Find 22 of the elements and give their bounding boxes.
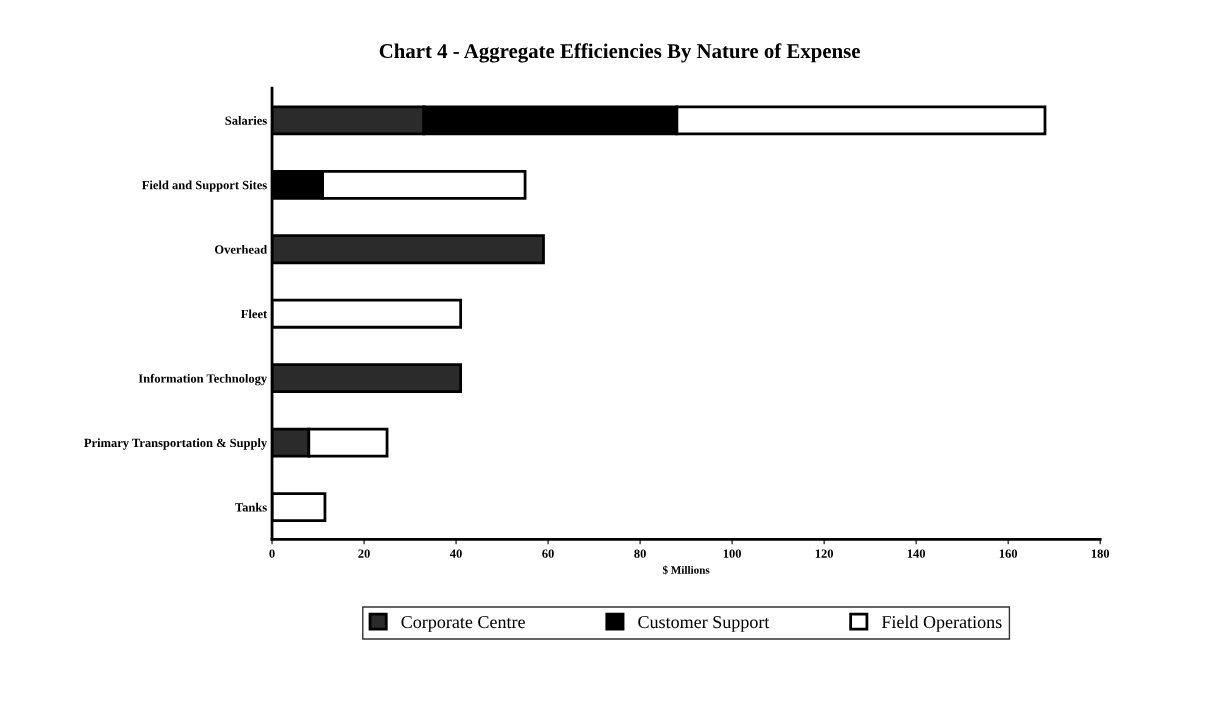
x-tick-label: 140 [907,549,926,558]
x-tick-label: 120 [815,549,834,558]
x-axis-title: $ Millions [662,565,710,575]
y-tick-label: Salaries [225,116,267,125]
x-tick-label: 60 [542,549,554,558]
legend-label: Customer Support [638,616,770,632]
x-tick-label: 0 [269,549,275,558]
y-tick-label: Information Technology [138,373,268,386]
legend-label: Corporate Centre [401,616,525,632]
y-tick-label: Overhead [215,244,268,254]
y-tick-label: Tanks [235,502,267,512]
y-tick-label: Primary Transportation & Supply [84,438,268,450]
legend-label: Field Operations [881,615,1002,632]
x-tick-label: 80 [634,549,646,558]
x-tick-label: 180 [1091,549,1110,558]
x-tick-label: 100 [723,549,742,558]
y-tick-label: Field and Support Sites [142,180,267,192]
x-tick-label: 20 [358,549,370,558]
x-tick-label: 40 [449,549,462,558]
y-tick-label: Fleet [241,309,268,319]
chart-title: Chart 4 - Aggregate Efficiencies By Nature of Expense [379,43,860,63]
x-tick-label: 160 [999,549,1018,558]
